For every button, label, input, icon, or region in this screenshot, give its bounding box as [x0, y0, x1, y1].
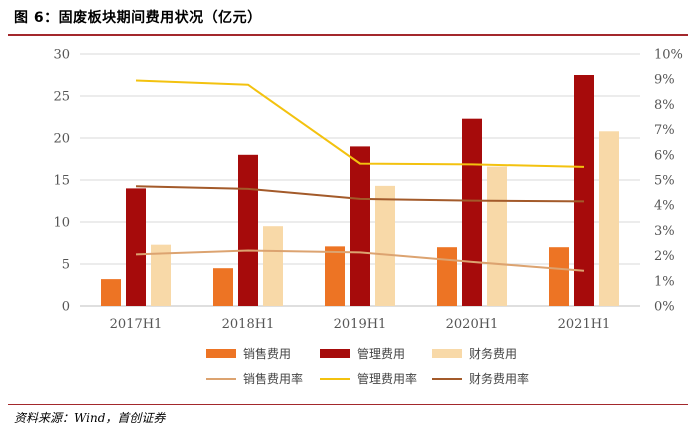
- bar: [549, 247, 569, 306]
- title-rule: [8, 34, 688, 36]
- series-line: [135, 79, 585, 168]
- x-axis-ticks: 2017H1 2018H1 2019H1 2020H1 2021H1: [110, 317, 611, 332]
- bar-series: [101, 75, 619, 307]
- left-tick-label: 20: [53, 132, 70, 147]
- left-tick-label: 30: [53, 48, 70, 63]
- bar: [263, 226, 283, 306]
- bar: [325, 246, 345, 306]
- left-tick-label: 0: [62, 300, 70, 315]
- left-tick-label: 15: [53, 174, 70, 189]
- right-tick-label: 6%: [654, 148, 675, 163]
- source-note: 资料来源：Wind，首创证券: [14, 411, 166, 425]
- x-tick-label: 2019H1: [334, 317, 387, 332]
- right-axis-ticks: 0% 1% 2% 3% 4% 5% 6% 7% 8% 9% 10%: [654, 48, 683, 315]
- x-tick-label: 2018H1: [222, 317, 275, 332]
- left-tick-label: 25: [53, 90, 70, 105]
- right-tick-label: 8%: [654, 98, 675, 113]
- right-tick-label: 9%: [654, 73, 675, 88]
- footer-rule: [8, 404, 688, 405]
- right-tick-label: 7%: [654, 123, 675, 138]
- bar: [126, 188, 146, 306]
- bar: [238, 154, 258, 306]
- right-tick-label: 4%: [654, 199, 675, 214]
- right-tick-label: 1%: [654, 274, 675, 289]
- bar: [574, 75, 594, 306]
- chart-title: 图 6：固废板块期间费用状况（亿元）: [14, 10, 262, 26]
- bar: [213, 268, 233, 306]
- series-line: [135, 249, 585, 272]
- bar: [151, 244, 171, 306]
- legend-label: 财务费用率: [469, 371, 529, 386]
- left-tick-label: 5: [62, 258, 70, 273]
- legend-label: 管理费用率: [357, 371, 417, 386]
- bar: [462, 118, 482, 307]
- bar: [599, 131, 619, 306]
- right-tick-label: 5%: [654, 174, 675, 189]
- right-tick-label: 2%: [654, 249, 675, 264]
- x-tick-label: 2021H1: [558, 317, 611, 332]
- bar: [487, 166, 507, 306]
- right-tick-label: 3%: [654, 224, 675, 239]
- legend-swatch: [320, 349, 350, 358]
- legend-label: 销售费用: [243, 346, 291, 361]
- bar: [437, 247, 457, 306]
- left-axis-ticks: 0 5 10 15 20 25 30: [53, 48, 70, 315]
- bar: [375, 185, 395, 306]
- legend-label: 管理费用: [357, 346, 405, 361]
- x-tick-label: 2017H1: [110, 317, 163, 332]
- bar: [101, 279, 121, 306]
- x-tick-label: 2020H1: [446, 317, 499, 332]
- legend-label: 销售费用率: [243, 371, 303, 386]
- legend-label: 财务费用: [469, 346, 517, 361]
- line-series: [135, 79, 585, 272]
- series-line: [135, 185, 585, 203]
- bar: [350, 146, 370, 306]
- legend-swatch: [206, 349, 236, 358]
- left-tick-label: 10: [53, 216, 70, 231]
- right-tick-label: 0%: [654, 300, 675, 315]
- right-tick-label: 10%: [654, 48, 683, 63]
- legend-swatch: [432, 349, 462, 358]
